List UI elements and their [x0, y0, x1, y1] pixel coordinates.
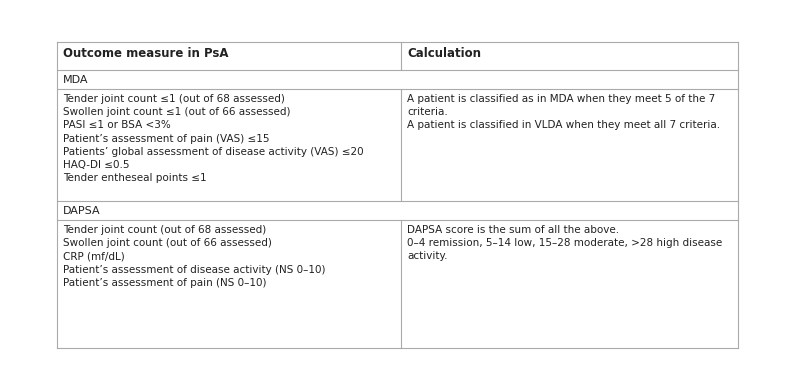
Text: MDA: MDA	[63, 75, 89, 85]
Text: DAPSA: DAPSA	[63, 206, 101, 216]
Text: DAPSA score is the sum of all the above.
0–4 remission, 5–14 low, 15–28 moderate: DAPSA score is the sum of all the above.…	[407, 225, 722, 261]
Text: A patient is classified as in MDA when they meet 5 of the 7
criteria.
A patient : A patient is classified as in MDA when t…	[407, 94, 720, 130]
Text: Calculation: Calculation	[407, 47, 481, 60]
Text: Outcome measure in PsA: Outcome measure in PsA	[63, 47, 229, 60]
Text: Tender joint count ≤1 (out of 68 assessed)
Swollen joint count ≤1 (out of 66 ass: Tender joint count ≤1 (out of 68 assesse…	[63, 94, 364, 183]
Text: Tender joint count (out of 68 assessed)
Swollen joint count (out of 66 assessed): Tender joint count (out of 68 assessed) …	[63, 225, 326, 288]
